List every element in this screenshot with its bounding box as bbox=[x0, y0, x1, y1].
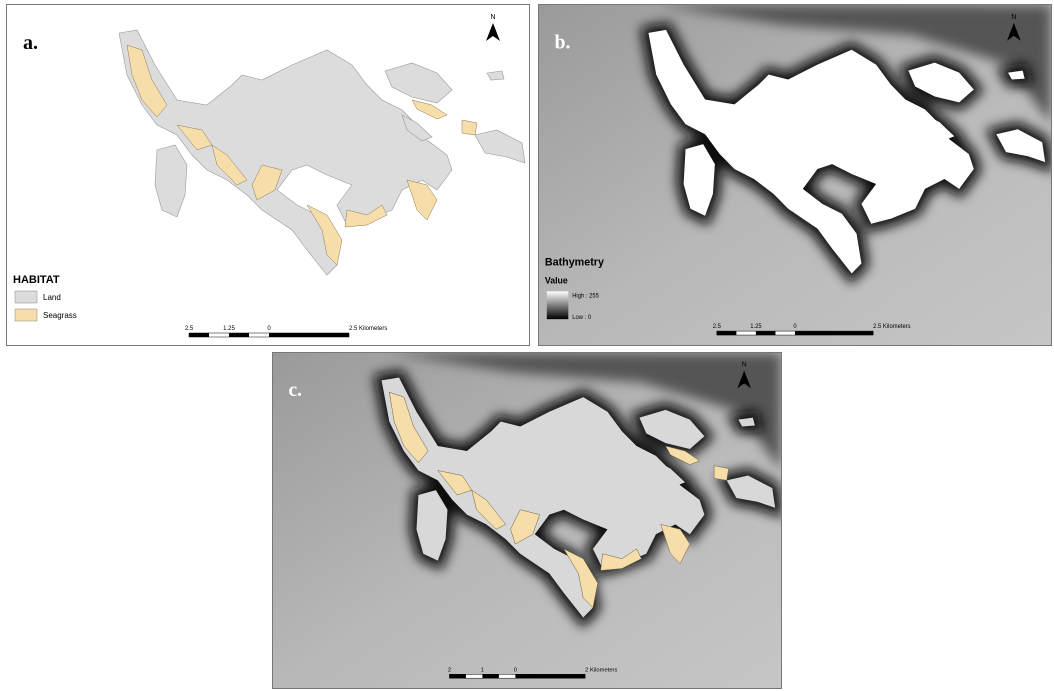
north-label: N bbox=[490, 14, 495, 21]
legend-title: Bathymetry bbox=[545, 256, 604, 268]
legend-ramp bbox=[547, 291, 568, 319]
panel-label: c. bbox=[289, 380, 303, 401]
scale-label: 1 bbox=[481, 667, 484, 673]
legend-high: High : 255 bbox=[572, 293, 599, 299]
panel-label: b. bbox=[555, 32, 571, 54]
panel-b: b. N Bathymetry Value High : 255 Low : 0… bbox=[538, 4, 1052, 346]
map-b: b. N Bathymetry Value High : 255 Low : 0… bbox=[539, 5, 1051, 345]
page: {"panels": [ {"label": "a.", "north": "N… bbox=[0, 0, 1054, 691]
legend-item: Seagrass bbox=[43, 311, 77, 320]
scale-label: 2.5 Kilometers bbox=[873, 324, 910, 330]
legend-subtitle: Value bbox=[545, 275, 568, 285]
scale-label: 1.25 bbox=[750, 324, 762, 330]
legend-title: HABITAT bbox=[13, 274, 60, 286]
land bbox=[119, 30, 525, 275]
scale-bar: 2.5 1.25 0 2.5 Kilometers bbox=[185, 326, 388, 337]
legend-swatch bbox=[15, 291, 37, 303]
north-label: N bbox=[1011, 14, 1016, 21]
scale-label: 2 bbox=[448, 667, 451, 673]
scale-label: 2.5 bbox=[713, 324, 722, 330]
legend-swatch bbox=[15, 309, 37, 321]
map-c: c. N 2 1 0 2 Kilometers bbox=[273, 353, 781, 688]
scale-label: 0 bbox=[267, 326, 271, 332]
map-a: a. N HABITAT Land Seagrass 2.5 1.25 0 2.… bbox=[7, 5, 529, 345]
scale-label: 2 Kilometers bbox=[585, 667, 617, 673]
scale-label: 2.5 bbox=[185, 326, 194, 332]
scale-label: 1.25 bbox=[223, 326, 235, 332]
legend-item: Land bbox=[43, 293, 61, 302]
panel-label: a. bbox=[23, 32, 38, 54]
north-arrow bbox=[486, 23, 500, 41]
legend-low: Low : 0 bbox=[572, 315, 592, 321]
panel-a: a. N HABITAT Land Seagrass 2.5 1.25 0 2.… bbox=[6, 4, 530, 346]
scale-label: 2.5 Kilometers bbox=[349, 326, 387, 332]
panel-c: c. N 2 1 0 2 Kilometers bbox=[272, 352, 782, 689]
north-label: N bbox=[742, 362, 747, 369]
